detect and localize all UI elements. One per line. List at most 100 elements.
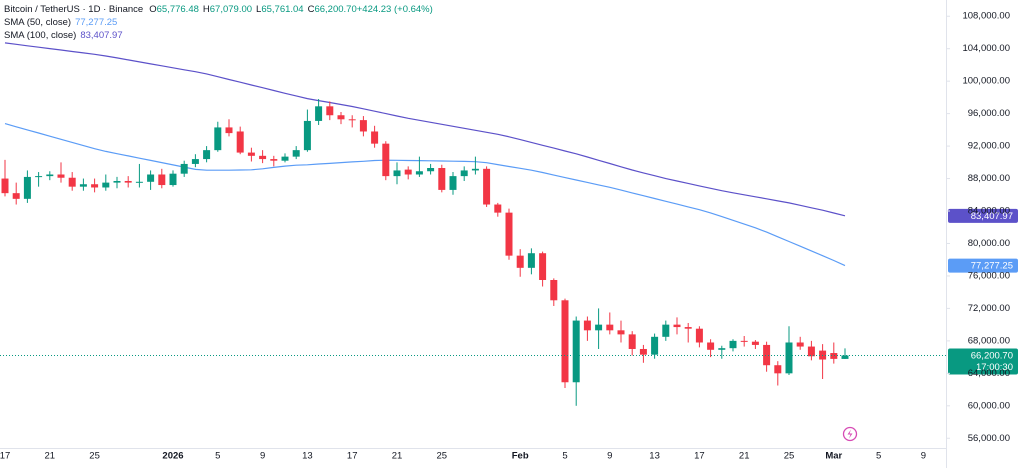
candle-body xyxy=(191,159,199,164)
legend-entry: SMA (50, close) 77,277.25 xyxy=(4,17,117,28)
candle-body xyxy=(483,168,491,205)
legend-value: 83,407.97 xyxy=(80,30,122,41)
price-tag xyxy=(948,258,1018,273)
candle-body xyxy=(225,127,233,134)
candle-body xyxy=(236,131,244,153)
candle-body xyxy=(427,168,435,172)
candle-body xyxy=(527,253,535,268)
candle-body xyxy=(348,119,356,121)
x-tick-label: Mar xyxy=(825,451,842,462)
candle-body xyxy=(315,106,323,121)
y-tick-label: 104,000.00 xyxy=(962,43,1010,54)
y-tick-label: 80,000.00 xyxy=(968,238,1010,249)
x-tick-label: 17 xyxy=(0,451,10,462)
candle-body xyxy=(830,353,838,359)
chart-title: Bitcoin / TetherUS · 1D · Binance xyxy=(4,4,143,15)
ohlc-key: L xyxy=(256,4,261,15)
candle-body xyxy=(740,340,748,342)
x-tick-label: 25 xyxy=(784,451,795,462)
countdown-label: 17:00:30 xyxy=(976,362,1013,373)
candle-body xyxy=(796,342,804,347)
plot xyxy=(0,42,946,406)
y-tick-label: 108,000.00 xyxy=(962,11,1010,22)
candle-body xyxy=(662,324,670,337)
candle-body xyxy=(807,346,815,357)
candle-body xyxy=(281,156,289,161)
candle-body xyxy=(415,171,423,175)
x-tick-label: 17 xyxy=(694,451,705,462)
candle-body xyxy=(68,177,76,187)
ohlc-value: +424.23 (+0.64%) xyxy=(357,4,433,15)
candle-body xyxy=(628,334,636,349)
candle-body xyxy=(371,131,379,144)
y-tick-label: 60,000.00 xyxy=(968,400,1010,411)
y-tick-label: 84,000.00 xyxy=(968,206,1010,217)
sma-line xyxy=(4,42,846,217)
x-tick-label: 5 xyxy=(562,451,567,462)
x-tick-label: 17 xyxy=(347,451,358,462)
candle-body xyxy=(102,182,110,188)
candle-body xyxy=(57,174,65,178)
x-tick-label: 21 xyxy=(739,451,750,462)
candle-body xyxy=(359,120,367,132)
candle-body xyxy=(718,348,726,350)
candle-body xyxy=(583,320,591,331)
candle-body xyxy=(606,324,614,331)
y-tick-label: 56,000.00 xyxy=(968,433,1010,444)
ohlc-value: 65,776.48 xyxy=(157,4,199,15)
y-tick-label: 100,000.00 xyxy=(962,76,1010,87)
candle-body xyxy=(729,340,737,349)
y-tick-label: 76,000.00 xyxy=(968,270,1010,281)
candle-body xyxy=(639,348,647,355)
x-tick-label: 13 xyxy=(649,451,660,462)
x-tick-label: 13 xyxy=(302,451,313,462)
ohlc-key: O xyxy=(149,4,156,15)
ohlc-key: H xyxy=(203,4,210,15)
candle-body xyxy=(707,342,715,350)
replay-icon[interactable] xyxy=(842,426,858,442)
candle-body xyxy=(550,280,558,301)
ohlc-value: 67,079.00 xyxy=(210,4,252,15)
candle-body xyxy=(561,300,569,383)
x-tick-label: 9 xyxy=(921,451,926,462)
candle-body xyxy=(303,120,311,151)
candle-body xyxy=(23,176,31,199)
candle-body xyxy=(326,106,334,116)
x-tick-label: Feb xyxy=(512,451,529,462)
candle-body xyxy=(259,155,267,160)
candle-body xyxy=(505,212,513,256)
y-tick-label: 64,000.00 xyxy=(968,368,1010,379)
candle-body xyxy=(763,344,771,366)
last-price-tag xyxy=(948,348,1018,375)
x-tick-label: 25 xyxy=(437,451,448,462)
candle-body xyxy=(438,168,446,190)
candle-body xyxy=(595,324,603,331)
candle-body xyxy=(617,330,625,335)
candle-body xyxy=(841,355,849,359)
candle-body xyxy=(135,181,143,183)
candle-body xyxy=(79,184,87,187)
legend-value: 77,277.25 xyxy=(75,17,117,28)
candle-body xyxy=(774,365,782,374)
x-tick-label: 21 xyxy=(392,451,403,462)
candle-body xyxy=(270,159,278,161)
candle-body xyxy=(337,115,345,120)
legend-name: SMA (100, close) xyxy=(4,30,76,41)
y-tick-label: 72,000.00 xyxy=(968,303,1010,314)
candle-body xyxy=(393,170,401,177)
candle-body xyxy=(460,170,468,177)
candle-body xyxy=(382,143,390,177)
x-tick-label: 5 xyxy=(876,451,881,462)
candle-body xyxy=(292,150,300,157)
candle-body xyxy=(684,327,692,329)
sma-line xyxy=(4,123,846,267)
y-tick-label: 88,000.00 xyxy=(968,173,1010,184)
candle-body xyxy=(124,180,132,183)
candle-body xyxy=(449,176,457,190)
candle-body xyxy=(785,342,793,374)
y-tick-label: 68,000.00 xyxy=(968,335,1010,346)
candle-body xyxy=(12,193,20,199)
x-tick-label: 2026 xyxy=(162,451,183,462)
